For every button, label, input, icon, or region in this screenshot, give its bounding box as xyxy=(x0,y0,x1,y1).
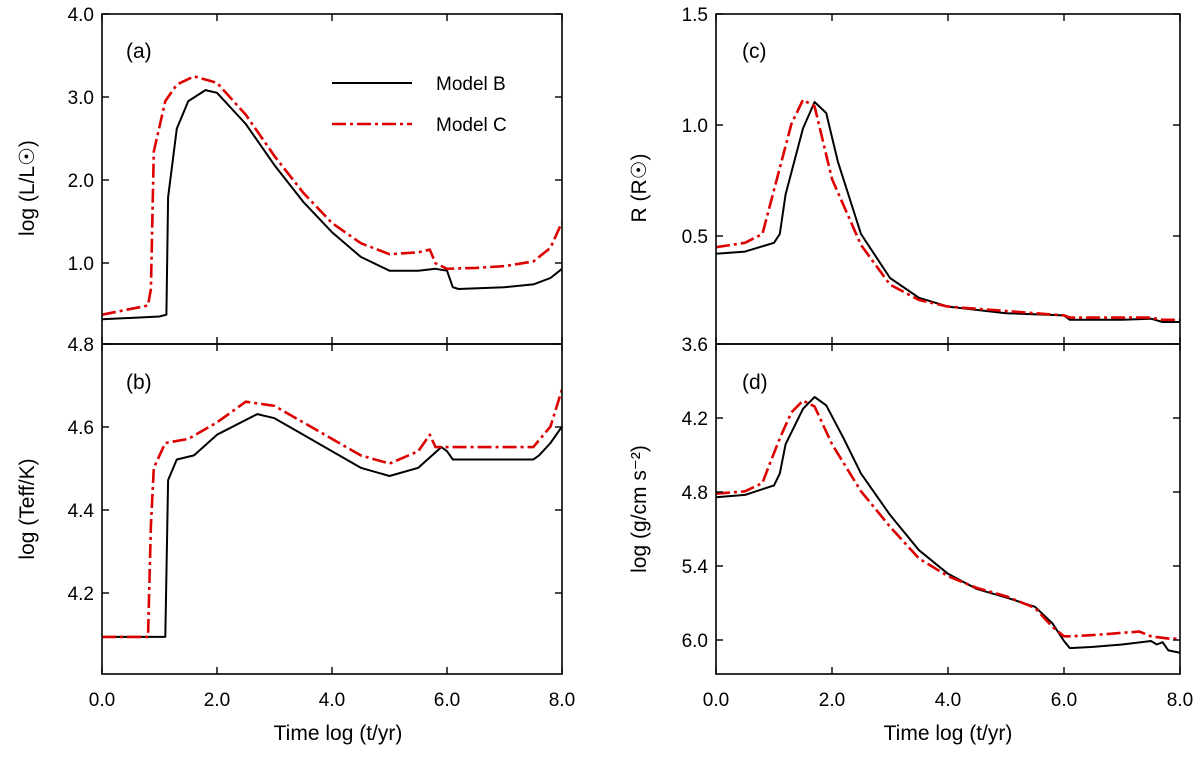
panel-d-x-tick-label: 4.0 xyxy=(935,690,961,711)
panel-a-lines xyxy=(101,14,563,344)
panel-a-y-tick-label: 2.0 xyxy=(68,171,94,192)
panel-d-model-b-line xyxy=(716,396,1180,654)
panel-c-y-label: R (R☉) xyxy=(628,154,651,223)
panel-b-model-b-line xyxy=(102,413,562,638)
panel-d-y-tick-label: 4.8 xyxy=(682,483,708,504)
panel-d-y-label: log (g/cm s⁻²) xyxy=(628,445,651,573)
panel-b-x-tick-label: 4.0 xyxy=(319,690,345,711)
panel-d-x-label: Time log (t/yr) xyxy=(884,722,1013,745)
panel-c-y-tick-label: 1.0 xyxy=(682,116,708,137)
panel-b-y-tick-label: 4.8 xyxy=(68,335,94,356)
legend-model-b-label: Model B xyxy=(436,74,506,95)
panel-c-y-ticks: 1.5 1.0 0.5 xyxy=(682,5,1180,248)
panel-b-x-label: Time log (t/yr) xyxy=(274,722,403,745)
panel-b-frame xyxy=(101,343,563,675)
panel-d-label: (d) xyxy=(742,371,768,394)
panel-c-frame xyxy=(715,13,1181,345)
panel-b-lines xyxy=(101,344,563,674)
panel-b-x-tick-label: 8.0 xyxy=(549,690,575,711)
panel-d-x-tick-label: 6.0 xyxy=(1051,690,1077,711)
legend: Model B Model C xyxy=(332,74,507,136)
panel-a-label: (a) xyxy=(126,40,152,63)
panel-d-x-ticks: 0.0 2.0 4.0 6.0 8.0 xyxy=(703,690,1193,711)
panel-b: (b) 4.8 4.6 4.4 4.2 log (Teff/K) 0.0 2.0 4.0 6… xyxy=(16,335,575,745)
panel-d-model-c-line xyxy=(716,399,1180,640)
panel-a-model-c-line xyxy=(102,75,562,316)
panel-b-y-ticks: 4.8 4.6 4.4 4.2 xyxy=(68,335,562,605)
panel-b-y-tick-label: 4.2 xyxy=(68,584,94,605)
panel-d-y-tick-label: 3.6 xyxy=(682,335,708,356)
panel-d-lines xyxy=(715,344,1181,674)
panel-b-y-tick-label: 4.6 xyxy=(68,418,94,439)
panel-d-x-tick-label: 2.0 xyxy=(819,690,845,711)
panel-a-y-tick-label: 3.0 xyxy=(68,88,94,109)
panel-c-lines xyxy=(715,14,1181,344)
panel-d-y-tick-label: 6.0 xyxy=(682,631,708,652)
legend-model-c-label: Model C xyxy=(436,115,507,136)
panel-b-x-tick-label: 6.0 xyxy=(434,690,460,711)
panel-d-x-tick-label: 0.0 xyxy=(703,690,729,711)
panel-a-y-tick-label: 4.0 xyxy=(68,5,94,26)
panel-a-y-tick-label: 1.0 xyxy=(68,254,94,275)
panel-c-model-b-line xyxy=(716,101,1180,323)
panel-b-label: (b) xyxy=(126,371,152,394)
panel-b-x-tick-label: 2.0 xyxy=(204,690,230,711)
panel-c-label: (c) xyxy=(742,40,767,63)
panel-b-y-label: log (Teff/K) xyxy=(16,458,39,559)
panel-d: (d) 3.6 4.2 4.8 5.4 6.0 log (g/cm s⁻²) 0.0 2.… xyxy=(628,335,1193,745)
panel-d-y-ticks: 3.6 4.2 4.8 5.4 6.0 xyxy=(682,335,1180,652)
panel-c: (c) 1.5 1.0 0.5 R (R☉) xyxy=(628,5,1181,345)
panel-c-y-tick-label: 1.5 xyxy=(682,5,708,26)
panel-a-y-ticks: 4.0 3.0 2.0 1.0 xyxy=(68,5,562,275)
panel-b-y-tick-label: 4.4 xyxy=(68,501,95,522)
panel-b-x-ticks: 0.0 2.0 4.0 6.0 8.0 xyxy=(89,690,575,711)
panel-c-model-c-line xyxy=(716,98,1180,322)
panel-a-y-label: log (L/L☉) xyxy=(16,140,39,236)
panel-c-y-tick-label: 0.5 xyxy=(682,227,708,248)
panel-a: (a) Model B Model C 4.0 3.0 2.0 1.0 log (L/… xyxy=(16,5,563,345)
panel-b-model-c-line xyxy=(102,389,562,639)
panel-d-frame xyxy=(715,343,1181,675)
panel-d-x-tick-label: 8.0 xyxy=(1167,690,1193,711)
panel-d-y-tick-label: 5.4 xyxy=(682,557,709,578)
panel-b-x-tick-label: 0.0 xyxy=(89,690,115,711)
panel-a-model-b-line xyxy=(102,89,562,321)
panel-d-y-tick-label: 4.2 xyxy=(682,409,708,430)
